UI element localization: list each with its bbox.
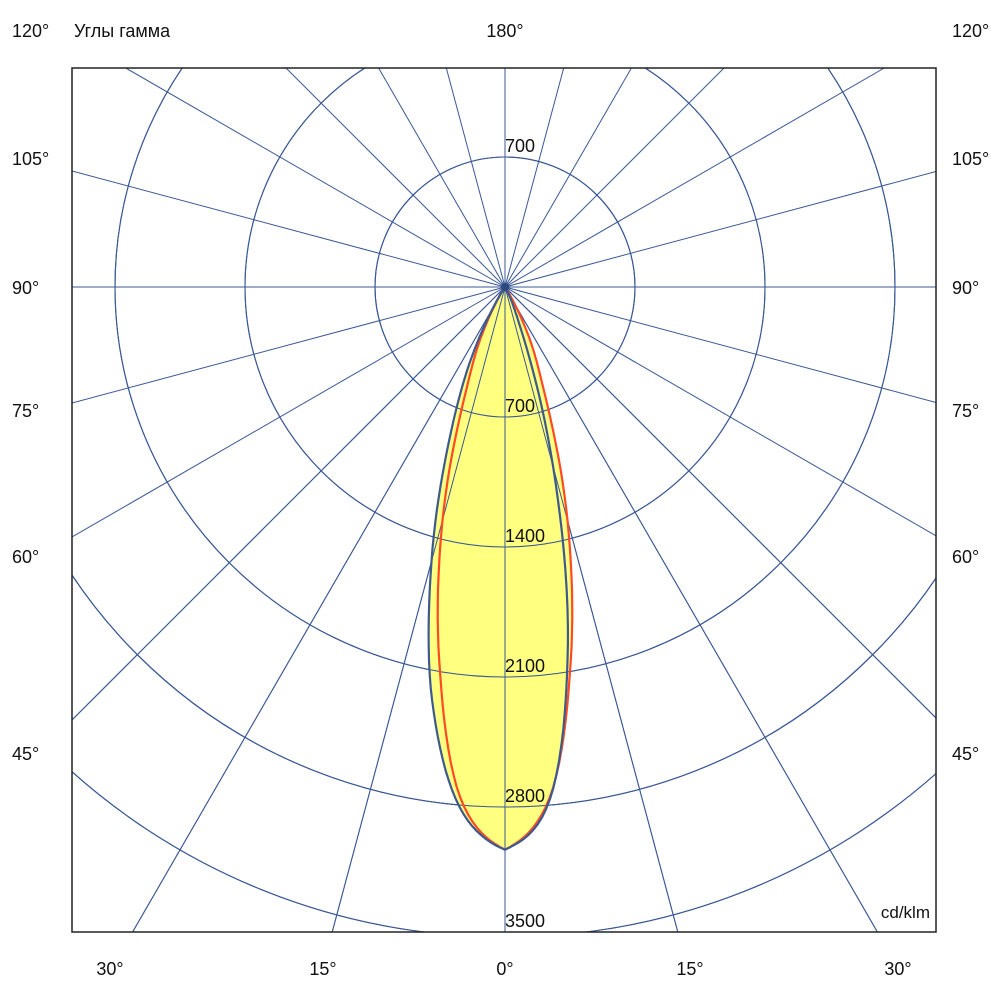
right-angle-label: 105° (952, 149, 989, 169)
chart-title: Углы гамма (74, 21, 171, 41)
grid-ray (504, 68, 565, 288)
grid-ray (504, 286, 936, 403)
radial-tick-label: 2800 (505, 786, 545, 806)
series-curve-blue (427, 286, 569, 851)
left-angle-label: 105° (12, 149, 49, 169)
grid-ray (504, 68, 632, 288)
intensity-fill (428, 287, 573, 850)
grid-ray-overlay (331, 286, 506, 932)
grid-ray (504, 171, 936, 288)
grid-ray (378, 68, 506, 288)
right-angle-label: 75° (952, 401, 979, 421)
bottom-angle-label: 30° (96, 959, 123, 979)
grid-ray (504, 68, 725, 288)
bottom-angle-label: 0° (496, 959, 513, 979)
left-angle-label: 90° (12, 278, 39, 298)
grid-ray-overlay (132, 286, 506, 932)
bottom-angle-label: 15° (309, 959, 336, 979)
right-angle-label: 60° (952, 547, 979, 567)
grid-ray (285, 68, 506, 288)
radial-tick-label: 2100 (505, 656, 545, 676)
bottom-angle-label: 30° (884, 959, 911, 979)
left-angle-label: 120° (12, 21, 49, 41)
left-angle-label: 60° (12, 547, 39, 567)
right-angle-label: 45° (952, 744, 979, 764)
grid-ray-overlay (504, 286, 679, 932)
radial-tick-label: 1400 (505, 526, 545, 546)
right-angle-label: 120° (952, 21, 989, 41)
intensity-curves (72, 68, 936, 932)
right-angle-label: 90° (952, 278, 979, 298)
grid-ray-overlay (504, 286, 878, 932)
unit-label: cd/klm (881, 903, 930, 922)
center-point (501, 283, 509, 291)
bottom-angle-label: 15° (676, 959, 703, 979)
labels: 120° 105° 90° 75° 60° 45° 120° 105° 90° 75° 60° 45°… (12, 21, 989, 979)
grid-ray (504, 68, 885, 288)
left-angle-label: 45° (12, 744, 39, 764)
plot-frame (71, 67, 937, 933)
grid-ray (445, 68, 506, 288)
grid-ray (125, 68, 506, 288)
grid-ray (72, 286, 506, 404)
grid-ray-overlay (504, 286, 936, 719)
radial-tick-label: 3500 (505, 911, 545, 931)
grid-ray (72, 170, 506, 288)
grid-ray (72, 286, 506, 538)
grid-ray (504, 286, 936, 537)
radial-tick-label: 700 (505, 396, 535, 416)
radial-tick-label-top: 700 (505, 136, 535, 156)
left-angle-label: 75° (12, 401, 39, 421)
grid-ray-overlay (72, 286, 506, 721)
top-angle-label: 180° (486, 21, 523, 41)
